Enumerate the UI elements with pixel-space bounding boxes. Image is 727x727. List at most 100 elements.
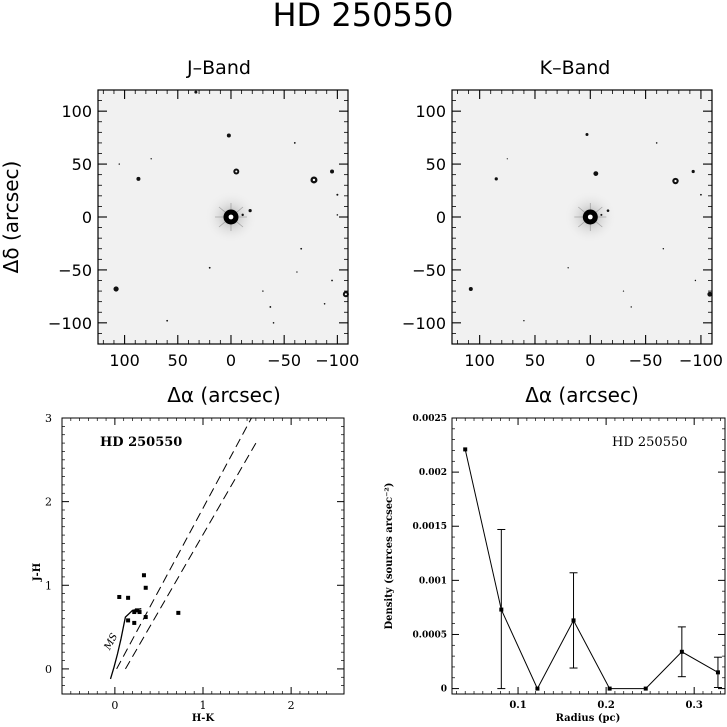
j-band-star [336, 193, 339, 196]
k-band-title: K–Band [540, 57, 611, 79]
color-color-x-tick-label: 1 [200, 699, 207, 712]
density-point [463, 447, 468, 452]
k-band-star [622, 290, 625, 292]
k-band-star [468, 286, 473, 291]
page-title: HD 250550 [272, 0, 453, 34]
main-sequence-curve [109, 608, 142, 680]
k-band-x-tick-label: −100 [679, 351, 723, 370]
density-label: HD 250550 [612, 435, 688, 450]
j-band-star [293, 142, 296, 144]
k-band-stars [468, 132, 713, 322]
k-band-y-tick-label: −50 [412, 261, 446, 280]
j-band-star [272, 322, 275, 324]
color-color-y-tick-label: 3 [45, 412, 52, 425]
k-band-star [593, 171, 599, 177]
j-band-x-tick-label: 50 [168, 351, 188, 370]
density-y-axis-label: Density (sources arcsec⁻²) [384, 482, 395, 629]
density-y-tick-label: 0.001 [419, 576, 447, 586]
k-band-star [694, 279, 697, 282]
color-color-point [141, 573, 146, 578]
k-band-star [700, 193, 702, 196]
k-band-ticks: 100 50 0 −50 −100 100 50 0 −50 −100 [402, 90, 723, 370]
color-color-label: HD 250550 [100, 435, 182, 450]
density-y-tick-label: 0.0025 [413, 414, 447, 424]
j-band-star [300, 247, 303, 250]
j-band-panel: J–Band 100 50 0 −50 −100 100 50 0 −50 −100 Δα (ar… [0, 57, 359, 407]
color-color-x-tick-label: 0 [111, 699, 118, 712]
k-band-star [494, 177, 498, 181]
k-band-panel: K–Band 100 50 0 −50 −100 100 50 0 −50 −100 Δα (ar… [402, 57, 723, 407]
density-x-tick-label: 0.1 [509, 700, 526, 711]
j-band-stars [113, 90, 349, 324]
j-band-y-tick-label: −100 [48, 314, 92, 333]
reddening-vector-line [125, 442, 257, 670]
k-band-y-tick-label: 50 [426, 155, 446, 174]
j-band-x-tick-label: 100 [109, 351, 140, 370]
j-band-y-tick-label: 100 [61, 102, 92, 121]
k-band-x-tick-label: 0 [585, 351, 595, 370]
k-band-star [600, 213, 603, 216]
reddening-vector-line [116, 417, 252, 670]
density-x-tick-label: 0.3 [685, 700, 702, 711]
k-band-star [630, 306, 632, 308]
main-sequence-label: MS [102, 632, 120, 653]
color-color-marks: MS [102, 417, 257, 680]
j-band-star [336, 214, 339, 216]
j-band-y-tick-label: 0 [82, 208, 92, 227]
color-color-point [143, 615, 148, 620]
color-color-y-tick-label: 2 [45, 496, 52, 509]
j-band-x-tick-label: 0 [226, 351, 236, 370]
color-color-point [176, 610, 181, 615]
density-panel: 0.1 0.2 0.3 0 0.0005 0.001 0.0015 0.002 0.0025 H… [384, 414, 726, 724]
k-band-star [691, 169, 695, 174]
density-point [499, 607, 504, 612]
j-band-star [226, 133, 231, 138]
j-band-star [241, 213, 244, 217]
color-color-point [132, 610, 137, 615]
k-band-star [655, 142, 658, 144]
j-band-star [262, 290, 264, 292]
k-band-y-tick-label: 100 [415, 102, 446, 121]
density-line [464, 449, 719, 690]
j-band-star [269, 306, 272, 308]
j-band-star [194, 90, 198, 94]
k-band-star [506, 158, 508, 160]
density-point [607, 686, 612, 691]
j-band-star-core [344, 293, 347, 296]
density-point [715, 670, 720, 675]
density-point [571, 618, 576, 623]
color-color-y-axis-label: J-H [32, 563, 43, 582]
j-band-star [330, 169, 335, 174]
k-band-y-tick-label: −100 [402, 314, 446, 333]
k-band-y-tick-label: 0 [436, 208, 446, 227]
color-color-x-axis-label: H-K [192, 713, 215, 724]
color-color-panel: 0 1 2 0 1 2 3 MS HD 250550 H-K J-H [32, 412, 345, 724]
j-band-frame [97, 89, 349, 345]
k-band-frame [451, 89, 713, 345]
j-band-x-tick-label: −100 [315, 351, 359, 370]
j-band-star [296, 271, 298, 273]
k-band-star [567, 267, 569, 269]
j-band-star [118, 163, 120, 165]
j-band-x-axis-label: Δα (arcsec) [167, 383, 281, 407]
density-y-tick-label: 0.0005 [413, 630, 447, 640]
k-band-star [585, 132, 589, 136]
k-band-x-tick-label: −50 [629, 351, 663, 370]
j-band-star [248, 209, 252, 213]
color-color-frame [61, 417, 345, 695]
color-color-point [134, 608, 139, 613]
j-band-star [150, 158, 152, 160]
color-color-point [132, 620, 137, 625]
color-color-point [143, 585, 148, 590]
j-band-star [331, 279, 333, 282]
k-band-star [523, 320, 525, 322]
k-band-x-tick-label: 50 [525, 351, 545, 370]
k-band-central-core [587, 214, 593, 220]
j-band-star [166, 319, 169, 322]
color-color-point [126, 618, 131, 623]
density-ticks: 0.1 0.2 0.3 0 0.0005 0.001 0.0015 0.002 0.0025 [413, 414, 725, 711]
k-band-star-core [674, 179, 677, 183]
j-band-star-core [235, 170, 238, 173]
j-band-title: J–Band [186, 57, 251, 79]
